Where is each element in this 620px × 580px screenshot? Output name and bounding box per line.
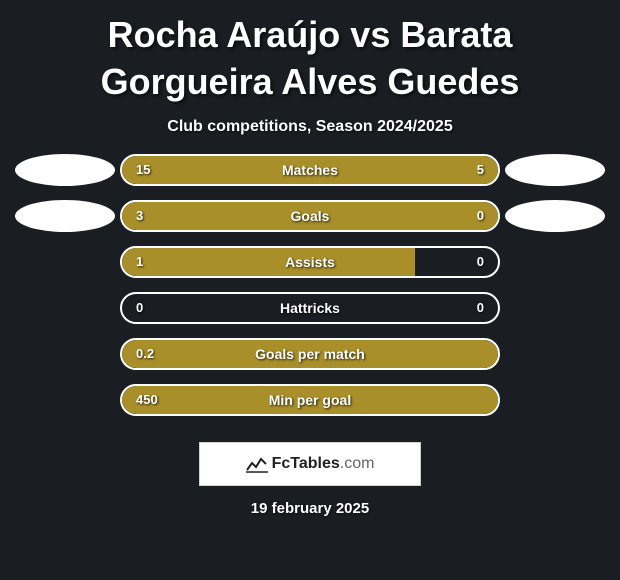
stat-value-right: 0 xyxy=(477,294,484,322)
brand-text: FcTables.com xyxy=(272,455,375,473)
stat-value-left: 0 xyxy=(136,294,143,322)
brand-ext: .com xyxy=(340,455,375,472)
page-title: Rocha Araújo vs Barata Gorgueira Alves G… xyxy=(0,0,620,112)
stat-row: 30Goals xyxy=(10,200,610,232)
brand-box[interactable]: FcTables.com xyxy=(199,442,421,486)
avatar-left-slot xyxy=(10,200,120,232)
stat-bar: 0.2Goals per match xyxy=(120,338,500,370)
stat-label: Hattricks xyxy=(122,294,498,322)
stat-value-left: 15 xyxy=(136,156,150,184)
avatar-left xyxy=(15,154,115,186)
stat-row: 10Assists xyxy=(10,246,610,278)
stat-row: 450Min per goal xyxy=(10,384,610,416)
avatar-right xyxy=(505,154,605,186)
stat-value-right: 5 xyxy=(477,156,484,184)
stats-container: 155Matches30Goals10Assists00Hattricks0.2… xyxy=(0,154,620,416)
avatar-right-slot xyxy=(500,200,610,232)
bar-left-fill xyxy=(122,248,415,276)
stat-value-left: 0.2 xyxy=(136,340,154,368)
bar-left-fill xyxy=(122,202,415,230)
stat-value-left: 3 xyxy=(136,202,143,230)
subtitle: Club competitions, Season 2024/2025 xyxy=(0,112,620,154)
stat-value-right: 0 xyxy=(477,202,484,230)
stat-row: 0.2Goals per match xyxy=(10,338,610,370)
avatar-left-slot xyxy=(10,154,120,186)
brand-logo-icon xyxy=(246,455,268,473)
stat-bar: 0 0Hattricks xyxy=(120,292,500,324)
stat-bar: 450Min per goal xyxy=(120,384,500,416)
stat-bar: 30Goals xyxy=(120,200,500,232)
stat-bar: 155Matches xyxy=(120,154,500,186)
stat-value-left: 1 xyxy=(136,248,143,276)
bar-right-fill xyxy=(415,202,498,230)
date-label: 19 february 2025 xyxy=(0,486,620,517)
bar-left-fill xyxy=(122,156,404,184)
avatar-right xyxy=(505,200,605,232)
avatar-left xyxy=(15,200,115,232)
stat-value-right: 0 xyxy=(477,248,484,276)
stat-row: 0 0Hattricks xyxy=(10,292,610,324)
stat-bar: 10Assists xyxy=(120,246,500,278)
bar-left-fill xyxy=(122,386,498,414)
stat-value-left: 450 xyxy=(136,386,158,414)
bar-left-fill xyxy=(122,340,498,368)
brand-name: FcTables xyxy=(272,455,340,472)
stat-row: 155Matches xyxy=(10,154,610,186)
avatar-right-slot xyxy=(500,154,610,186)
